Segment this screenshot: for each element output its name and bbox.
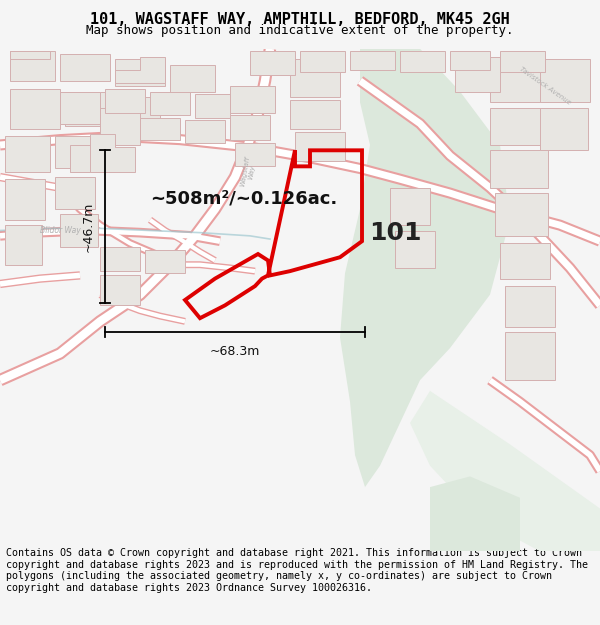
- Polygon shape: [395, 231, 435, 268]
- Polygon shape: [505, 286, 555, 327]
- Polygon shape: [295, 132, 345, 161]
- Polygon shape: [350, 51, 395, 70]
- Polygon shape: [55, 136, 100, 169]
- Text: Blidor Way: Blidor Way: [40, 226, 80, 235]
- Polygon shape: [490, 151, 548, 188]
- Text: 101, WAGSTAFF WAY, AMPTHILL, BEDFORD, MK45 2GH: 101, WAGSTAFF WAY, AMPTHILL, BEDFORD, MK…: [90, 12, 510, 27]
- Polygon shape: [300, 51, 345, 72]
- Polygon shape: [60, 91, 100, 124]
- Polygon shape: [340, 49, 510, 487]
- Polygon shape: [410, 391, 600, 551]
- Polygon shape: [115, 59, 165, 86]
- Polygon shape: [145, 250, 185, 273]
- Text: Contains OS data © Crown copyright and database right 2021. This information is : Contains OS data © Crown copyright and d…: [6, 548, 588, 593]
- Text: ~68.3m: ~68.3m: [210, 345, 260, 358]
- Polygon shape: [230, 115, 270, 139]
- Polygon shape: [490, 107, 550, 145]
- Polygon shape: [540, 107, 588, 151]
- Polygon shape: [450, 51, 490, 70]
- Polygon shape: [70, 145, 115, 172]
- Text: Tavistock Avenue: Tavistock Avenue: [518, 66, 572, 106]
- Polygon shape: [65, 91, 110, 126]
- Polygon shape: [540, 59, 590, 102]
- Polygon shape: [455, 58, 500, 91]
- Text: ~508m²/~0.126ac.: ~508m²/~0.126ac.: [150, 189, 337, 208]
- Polygon shape: [290, 59, 340, 97]
- Polygon shape: [495, 193, 548, 236]
- Polygon shape: [390, 188, 430, 225]
- Polygon shape: [100, 107, 140, 145]
- Polygon shape: [505, 332, 555, 380]
- Polygon shape: [185, 121, 225, 143]
- Polygon shape: [55, 177, 95, 209]
- Text: Wagstaff
Way: Wagstaff Way: [239, 156, 257, 188]
- Polygon shape: [10, 51, 55, 81]
- Text: 101: 101: [369, 221, 421, 244]
- Polygon shape: [60, 54, 110, 81]
- Polygon shape: [5, 179, 45, 220]
- Polygon shape: [5, 136, 50, 172]
- Polygon shape: [10, 89, 60, 129]
- Polygon shape: [140, 118, 180, 139]
- Polygon shape: [5, 225, 42, 265]
- Polygon shape: [250, 51, 295, 76]
- Polygon shape: [170, 65, 215, 91]
- Polygon shape: [115, 97, 160, 129]
- Polygon shape: [230, 86, 275, 113]
- Polygon shape: [400, 51, 445, 72]
- Polygon shape: [195, 94, 230, 118]
- Polygon shape: [100, 246, 140, 271]
- Polygon shape: [90, 134, 135, 172]
- Text: ~46.7m: ~46.7m: [82, 202, 95, 252]
- Polygon shape: [100, 276, 140, 306]
- Polygon shape: [235, 143, 275, 166]
- Polygon shape: [500, 243, 550, 279]
- Polygon shape: [490, 70, 548, 102]
- Polygon shape: [290, 100, 340, 129]
- Polygon shape: [430, 476, 520, 551]
- Polygon shape: [105, 89, 145, 113]
- Polygon shape: [150, 91, 190, 115]
- Text: Map shows position and indicative extent of the property.: Map shows position and indicative extent…: [86, 24, 514, 36]
- Polygon shape: [10, 51, 50, 59]
- Polygon shape: [115, 58, 165, 83]
- Polygon shape: [500, 51, 545, 72]
- Polygon shape: [60, 214, 98, 246]
